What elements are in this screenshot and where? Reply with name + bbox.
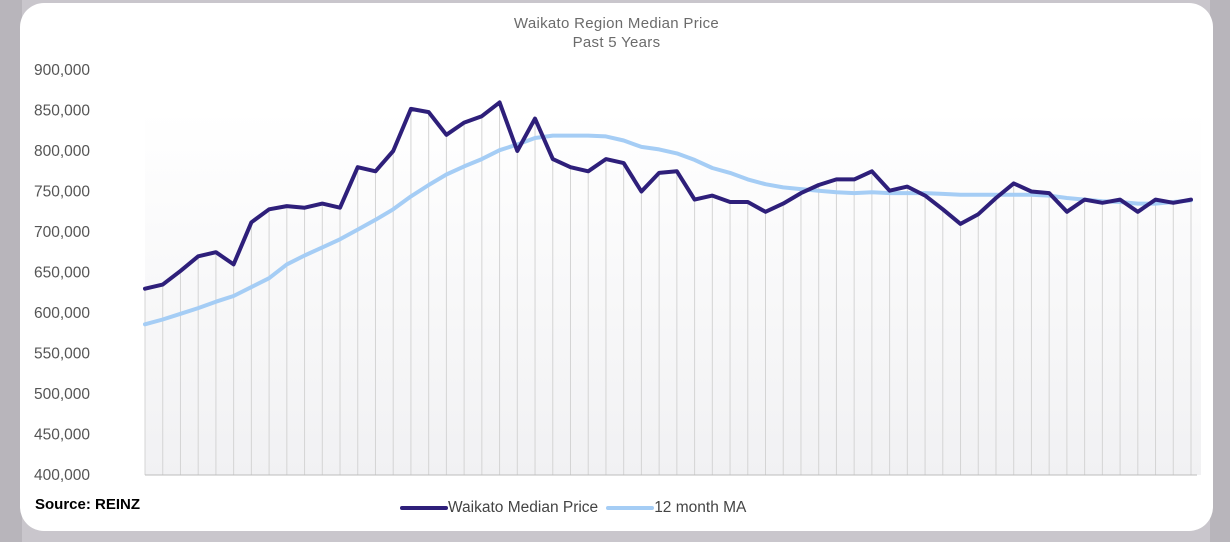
background-left-strip [0, 0, 22, 542]
y-tick-label: 700,000 [34, 224, 90, 241]
y-tick-label: 900,000 [34, 62, 90, 79]
y-tick-label: 650,000 [34, 265, 90, 282]
y-tick-label: 400,000 [34, 467, 90, 484]
legend-swatch-ma [606, 506, 655, 510]
legend-label-median: Waikato Median Price [448, 499, 599, 516]
y-tick-label: 750,000 [34, 184, 90, 201]
plot-background [145, 110, 1201, 475]
legend-item-median: Waikato Median Price [400, 499, 598, 517]
chart-title: Waikato Region Median Price [513, 15, 720, 32]
source-label: Source: REINZ [35, 496, 141, 513]
y-tick-label: 450,000 [34, 427, 90, 444]
series-line-median-price [143, 100, 1193, 291]
chart-subtitle: Past 5 Years [572, 34, 661, 51]
series-lines [143, 100, 1193, 327]
legend-label-ma: 12 month MA [654, 499, 747, 516]
grid-lines [144, 102, 1192, 475]
series-line-12-month-ma [143, 133, 1193, 327]
background-right-strip [1210, 0, 1230, 542]
y-tick-label: 500,000 [34, 386, 90, 403]
y-tick-label: 600,000 [34, 305, 90, 322]
y-tick-label: 550,000 [34, 346, 90, 363]
chart-card: Waikato Region Median Price Past 5 Years… [20, 3, 1213, 531]
legend-item-ma: 12 month MA [606, 499, 746, 517]
legend-swatch-median [400, 506, 448, 510]
chart-plot: 900,000 850,000 800,000 750,000 700,000 650,0… [34, 62, 1201, 484]
y-tick-label: 800,000 [34, 143, 90, 160]
legend: Waikato Median Price 12 month MA [400, 499, 754, 517]
y-axis-labels: 900,000 850,000 800,000 750,000 700,000 650,0… [34, 62, 90, 484]
y-tick-label: 850,000 [34, 103, 90, 120]
